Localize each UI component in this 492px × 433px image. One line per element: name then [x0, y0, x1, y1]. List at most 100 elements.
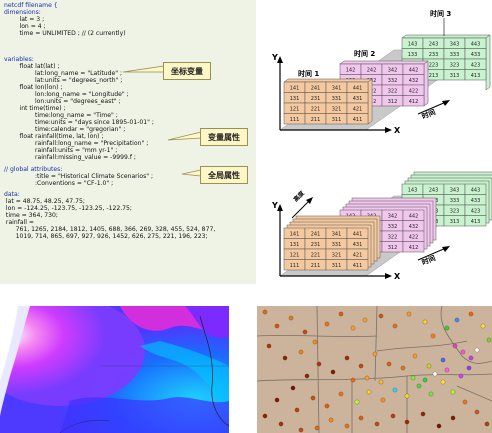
grid-cell-value: 142 [346, 67, 356, 73]
station-point [338, 391, 344, 397]
code-line: lon:units = "degrees_east" ; [4, 98, 121, 105]
station-point [440, 379, 446, 385]
height-axis-arrow [306, 197, 313, 204]
station-point [294, 407, 300, 413]
grid-cell-value: 221 [311, 106, 321, 112]
grid-cell-value: 322 [388, 88, 398, 94]
grid-cell-value: 423 [471, 62, 481, 68]
grid-cell-value: 422 [409, 234, 419, 240]
station-point [400, 365, 406, 371]
station-point [474, 409, 480, 415]
grid-cell [464, 69, 487, 81]
station-point-map [257, 306, 492, 433]
code-line: float lon(lon) ; [4, 84, 63, 91]
station-point [344, 423, 350, 429]
station-point [338, 311, 344, 317]
station-point [358, 363, 364, 369]
code-line: float lat(lat) ; [4, 63, 60, 70]
grid-cell-value: 341 [332, 231, 342, 237]
station-point [452, 343, 458, 349]
station-point [430, 333, 436, 339]
grid-cell-value: 331 [332, 242, 342, 248]
station-point [358, 415, 364, 421]
grid-cell-value: 141 [290, 231, 300, 237]
station-point [262, 413, 268, 419]
code-line: int time(time) ; [4, 105, 66, 112]
station-point [458, 373, 464, 379]
slice-side-face [485, 34, 491, 91]
station-point [304, 373, 310, 379]
grid-cell-value: 233 [429, 52, 439, 58]
station-point [444, 325, 450, 331]
grid-cell [346, 259, 369, 271]
code-line: :Conventions = "CF-1.0" ; [4, 180, 114, 187]
height-axis-label: 高度 [292, 189, 307, 204]
global-attrs-callout: 全局属性 [200, 166, 248, 184]
grid-cell-value: 131 [290, 96, 300, 102]
grid-cell-value: 443 [471, 41, 481, 47]
station-point [372, 351, 378, 357]
station-point [486, 337, 492, 343]
slice-side-face [367, 78, 373, 125]
station-point [274, 397, 280, 403]
grid-cell-value: 323 [450, 208, 460, 214]
grid-cell-value: 431 [353, 96, 363, 102]
station-point [328, 417, 334, 423]
grid-cell-value: 433 [471, 198, 481, 204]
station-point [380, 397, 386, 403]
time-height-slices-diagram: YX高度时间1432433434431332333334331232233234… [271, 171, 492, 281]
station-point [422, 377, 428, 383]
grid-cell-value: 311 [332, 263, 342, 269]
station-point [392, 387, 398, 393]
grid-cell-value: 411 [353, 263, 363, 269]
y-axis-label: Y [271, 53, 278, 62]
station-point [462, 399, 468, 405]
grid-cell-value: 343 [450, 41, 460, 47]
station-point [474, 347, 480, 353]
code-line: lat:long_name = "Latitude" ; [4, 70, 122, 77]
grid-cell-value: 243 [429, 41, 439, 47]
code-line: lat:units = "degrees_north" ; [4, 77, 123, 84]
grid-cell-value: 332 [388, 78, 398, 84]
station-point [324, 321, 330, 327]
grid-cell-value: 342 [388, 213, 398, 219]
grid-cell-value: 421 [353, 252, 363, 258]
x-axis-arrow [385, 273, 392, 279]
grid-cell-value: 412 [409, 99, 419, 105]
grid-cell-value: 221 [311, 252, 321, 258]
grid-cell-value: 343 [450, 187, 460, 193]
station-point [298, 349, 304, 355]
time-axis-line [417, 101, 447, 115]
station-point [420, 411, 426, 417]
station-point [404, 419, 410, 425]
station-point [422, 319, 428, 325]
slice-top-face [401, 34, 491, 39]
time-axis-label: 时间 [420, 253, 436, 267]
station-point [316, 361, 322, 367]
grid-cell-value: 433 [471, 52, 481, 58]
station-point [366, 389, 372, 395]
station-point [350, 377, 356, 383]
station-point [312, 339, 318, 345]
station-point [450, 389, 456, 395]
station-point [484, 421, 490, 427]
slice-time-1: 141 241 341 441 131 231 331 431 121 221 321 421 111 2… [283, 227, 369, 271]
code-line: time:long_name = "Time" ; [4, 112, 118, 119]
grid-cell-value: 441 [353, 231, 363, 237]
time-axis-label: 时间 [420, 107, 436, 121]
grid-cell-value: 141 [290, 85, 300, 91]
grid-cell [402, 95, 425, 107]
code-line: rainfall:missing_value = -9999.f ; [4, 154, 136, 161]
station-point [428, 391, 434, 397]
station-point [344, 355, 350, 361]
grid-cell-value: 323 [450, 62, 460, 68]
slice-time-1: 141 241 341 441 131 231 331 431 121 221 321 421 111 2… [283, 81, 369, 125]
grid-cell-value: 333 [450, 198, 460, 204]
grid-cell-value: 211 [311, 263, 321, 269]
station-point [386, 361, 392, 367]
grid-cell-value: 223 [429, 62, 439, 68]
station-point [404, 393, 410, 399]
time-axis-arrow [442, 246, 450, 252]
grid-cell-value: 431 [353, 242, 363, 248]
time-axis-line [417, 247, 447, 261]
